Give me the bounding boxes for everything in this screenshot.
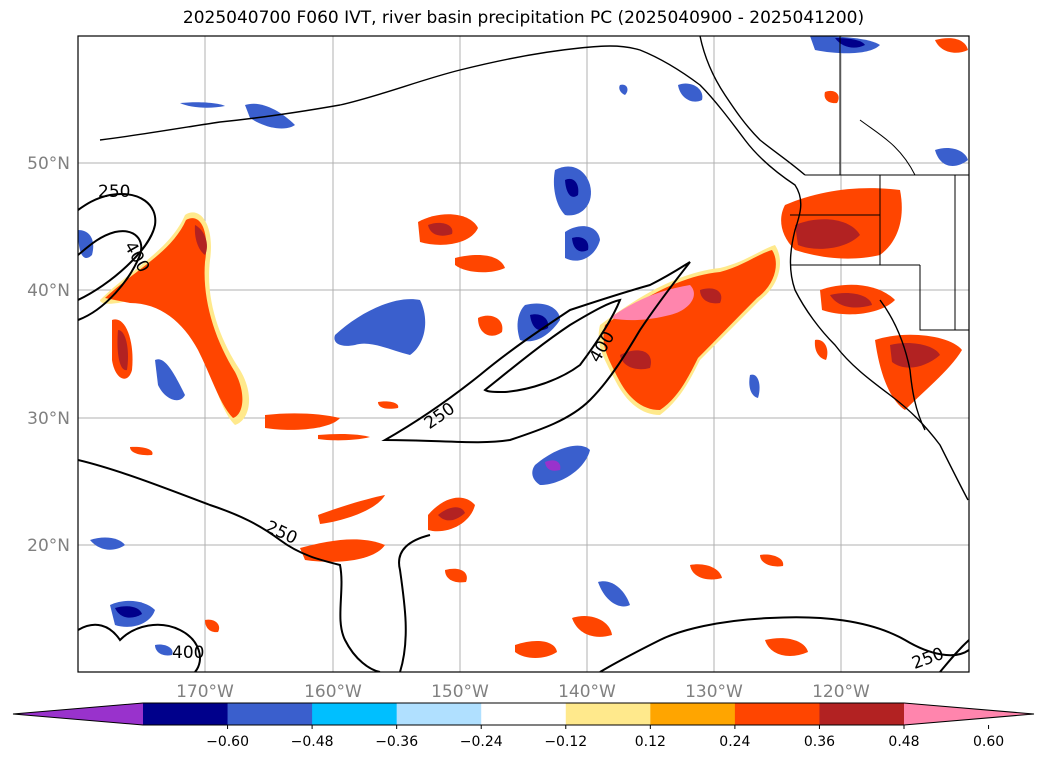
contour-400-west xyxy=(78,230,143,321)
contour-250-ar xyxy=(381,261,691,444)
lon-tick-label: 140°W xyxy=(558,682,616,702)
contour-400-ar xyxy=(483,298,622,394)
contour-label: 400 xyxy=(172,643,204,663)
lon-tick-labels: 170°W 160°W 150°W 140°W 130°W 120°W xyxy=(176,682,870,702)
lon-tick-label: 130°W xyxy=(685,682,743,702)
map-title: 2025040700 F060 IVT, river basin precipi… xyxy=(182,8,865,28)
colorbar-segment xyxy=(734,703,820,725)
colorbar-segment xyxy=(565,703,651,725)
colorbar-tick-label: −0.36 xyxy=(375,734,418,750)
lon-tick-label: 120°W xyxy=(812,682,870,702)
plume-inner xyxy=(105,218,243,418)
colorbar-segment xyxy=(396,703,482,725)
plume-tail xyxy=(265,413,340,430)
colorbar-tick-label: −0.24 xyxy=(460,734,503,750)
colorbar-tick-label: 0.60 xyxy=(973,734,1004,750)
map-panel xyxy=(78,36,969,672)
colorbar-segment xyxy=(481,703,567,725)
colorbar-tick-label: 0.48 xyxy=(888,734,919,750)
coastlines xyxy=(99,36,969,501)
contour-label: 250 xyxy=(98,182,130,202)
contour-250-se xyxy=(599,616,969,672)
colorbar-segment xyxy=(312,703,398,725)
colorbar-tick-label: 0.24 xyxy=(719,734,750,750)
negative-anomaly-regions xyxy=(78,36,968,656)
lon-tick-label: 150°W xyxy=(431,682,489,702)
lon-tick-label: 160°W xyxy=(304,682,362,702)
colorbar-segment xyxy=(143,703,229,725)
contour-400-south xyxy=(78,623,201,672)
map-frame xyxy=(77,35,970,673)
lat-tick-label: 20°N xyxy=(27,536,70,556)
lat-tick-label: 40°N xyxy=(27,281,70,301)
colorbar-tick-label: 0.12 xyxy=(635,734,666,750)
colorbar-tick-label: −0.60 xyxy=(206,734,249,750)
lat-tick-label: 30°N xyxy=(27,409,70,429)
colorbar-extend-min xyxy=(13,703,143,725)
colorbar-segment xyxy=(819,703,905,725)
colorbar-segment xyxy=(650,703,736,725)
lat-tick-label: 50°N xyxy=(27,154,70,174)
positive-anomaly-regions xyxy=(100,38,968,658)
lon-tick-label: 170°W xyxy=(176,682,234,702)
contour-250-south xyxy=(78,459,431,672)
colorbar: −0.60 −0.48 −0.36 −0.24 −0.12 0.12 0.24 0.36 0.4… xyxy=(12,702,1035,750)
colorbar-tick-label: 0.36 xyxy=(804,734,835,750)
colorbar-extend-max xyxy=(904,703,1034,725)
colorbar-outline xyxy=(12,702,1035,726)
colorbar-tick-label: −0.12 xyxy=(544,734,587,750)
ar-core xyxy=(603,250,776,410)
colorbar-tick-label: −0.48 xyxy=(291,734,334,750)
contour-250-west xyxy=(78,193,157,301)
state-borders xyxy=(790,36,969,331)
ivt-contours xyxy=(78,193,969,672)
colorbar-segment xyxy=(227,703,313,725)
ar-peak xyxy=(610,285,694,321)
lat-tick-labels: 50°N 40°N 30°N 20°N xyxy=(27,154,70,556)
